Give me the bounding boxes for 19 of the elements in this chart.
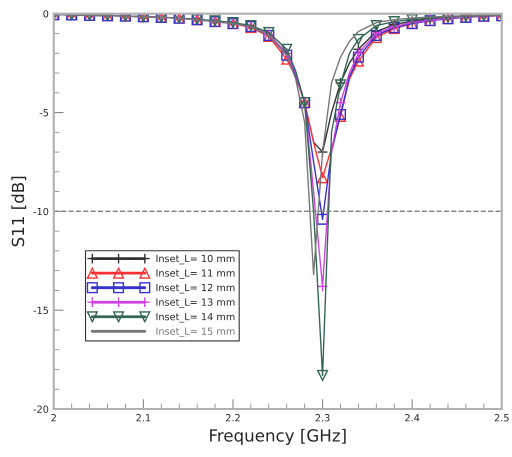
x-tick-label: 2.1 xyxy=(136,414,150,422)
legend-label: Inset_L= 10 mm xyxy=(156,254,234,264)
x-axis-title: Frequency [GHz] xyxy=(210,428,346,445)
y-tick-label: -10 xyxy=(33,208,48,216)
y-tick-label: -5 xyxy=(40,109,48,116)
legend-label: Inset_L= 13 mm xyxy=(156,298,234,308)
x-tick-label: 2.3 xyxy=(316,414,330,422)
legend-label: Inset_L= 14 mm xyxy=(156,313,234,322)
text: Inset_L= 15 mm xyxy=(156,328,234,338)
x-tick-label: 2 xyxy=(51,414,56,422)
legend-label: Inset_L= 11 mm xyxy=(156,269,234,279)
x-tick-label: 2.5 xyxy=(494,414,509,422)
y-tick-label: 0 xyxy=(43,10,48,18)
y-axis-title: S11 [dB] xyxy=(11,176,26,246)
x-tick-label: 2.2 xyxy=(226,414,240,422)
x-tick-label: 2.4 xyxy=(405,414,420,422)
y-tick-label: -15 xyxy=(33,306,48,314)
legend-label: Inset_L= 12 mm xyxy=(156,284,234,294)
y-tick-label: -20 xyxy=(33,405,48,413)
